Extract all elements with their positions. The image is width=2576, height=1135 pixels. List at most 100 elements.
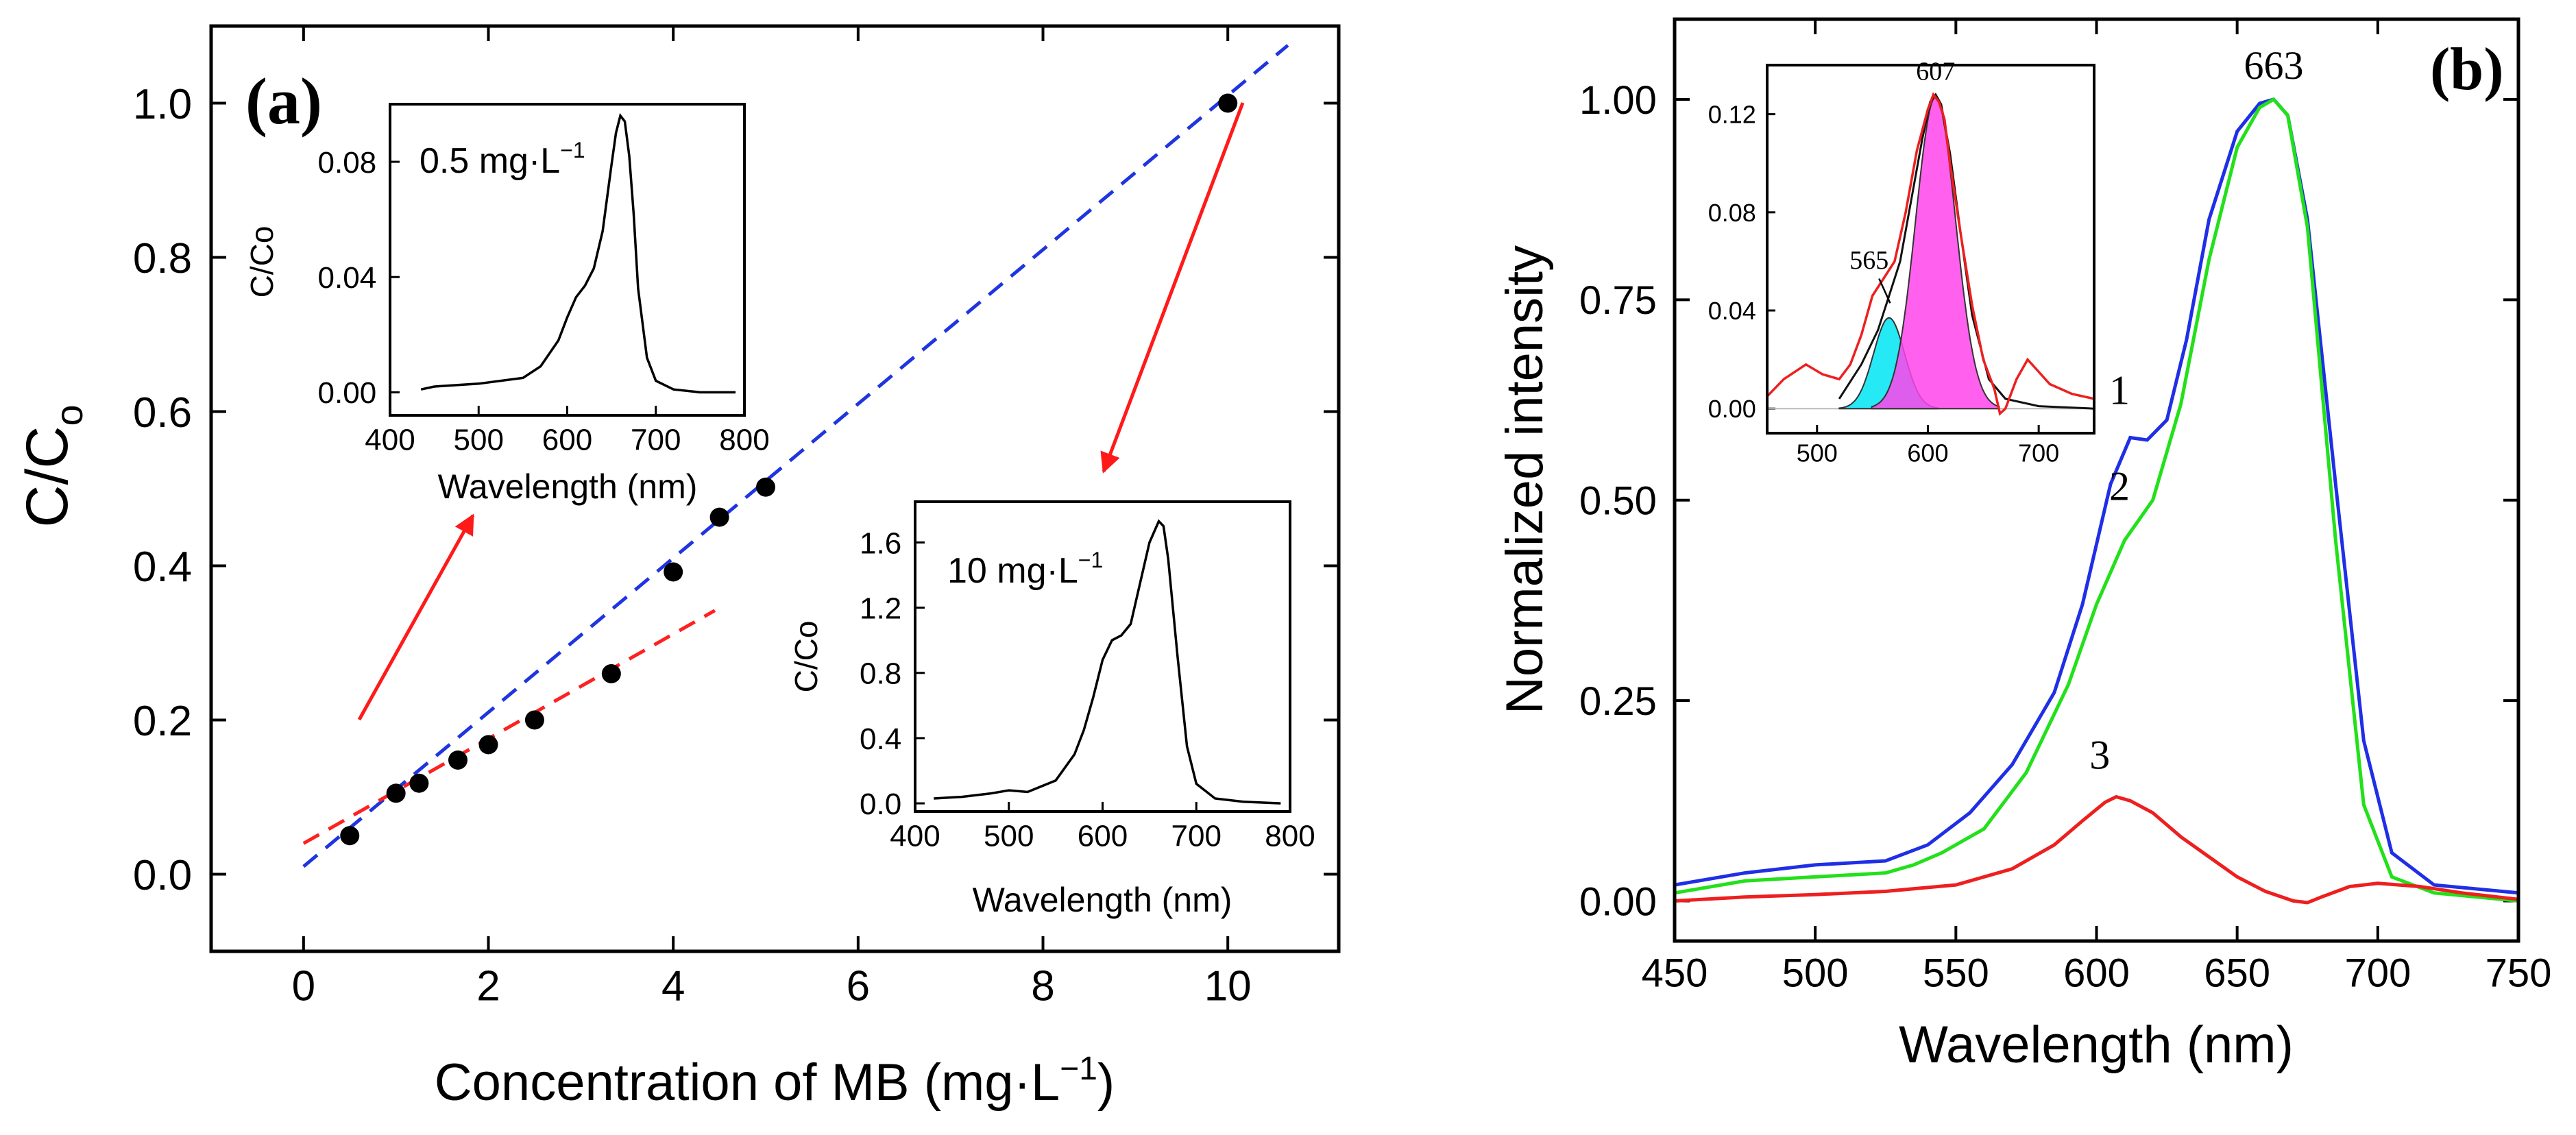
inset-b-peak-565: 565	[1849, 246, 1888, 275]
panel-b-ytick-label: 0.75	[1579, 278, 1657, 323]
inset-low-xtick-label: 500	[454, 424, 504, 457]
inset-b-ticks: 500 600 700 0.00 0.04 0.08 0.12	[1708, 101, 2094, 467]
inset-high-spectrum	[934, 519, 1281, 805]
series-label-3: 3	[2089, 733, 2110, 778]
panel-b-ytick-label: 0.00	[1579, 879, 1657, 924]
inset-high-label: 10 mg·L−1	[947, 548, 1103, 591]
inset-high-ytick-label: 0.8	[860, 657, 901, 691]
inset-b-xtick-label: 700	[2018, 439, 2059, 467]
inset-low-ytick-label: 0.04	[318, 261, 377, 295]
data-point	[478, 735, 498, 755]
inset-b-peak-607: 607	[1916, 57, 1955, 86]
inset-b-ytick-label: 0.12	[1708, 101, 1756, 129]
panel-a-ytick-label: 0.4	[133, 544, 192, 591]
inset-low-spectrum	[420, 112, 736, 394]
inset-high-xtick-label: 400	[890, 820, 940, 853]
inset-low-xtick-label: 800	[719, 424, 769, 457]
panel-b-ytick-label: 1.00	[1579, 78, 1657, 123]
panel-a-fit-lines	[302, 44, 1289, 868]
panel-a-xtick-label: 4	[661, 962, 685, 1010]
panel-a-frame	[209, 24, 1341, 953]
inset-low-xtick-label: 400	[365, 424, 415, 457]
panel-a-ytick-label: 0.2	[133, 698, 192, 745]
inset-b-deconvolution: 500 600 700 0.00 0.04 0.08 0.12 565 607	[1708, 57, 2095, 467]
data-point	[601, 664, 621, 683]
inset-low-ytick-label: 0.00	[318, 376, 377, 410]
panel-b-ytick-label: 0.25	[1579, 679, 1657, 724]
data-point	[709, 507, 729, 527]
panel-b-xtick-label: 650	[2204, 951, 2270, 996]
inset-b-red-trace	[1766, 92, 2095, 416]
inset-high-ytick-label: 1.6	[860, 526, 901, 560]
panel-a-ytick-label: 0.8	[133, 235, 192, 282]
inset-b-peak-labels: 565 607	[1849, 57, 1955, 304]
data-point	[409, 773, 429, 793]
inset-b-xtick-label: 500	[1797, 439, 1838, 467]
arrow-to-high-inset	[1100, 102, 1245, 474]
inset-low-xtick-label: 700	[631, 424, 681, 457]
panel-b-xtick-label: 450	[1642, 951, 1708, 996]
panel-b-series-labels: 1 2 3	[2089, 367, 2130, 777]
panel-a-ticks: 0 2 4 6 8 10 0.0 0.2 0.4 0.6 0.8 1.0	[133, 26, 1339, 1010]
data-point	[756, 477, 776, 497]
inset-high-ticks: 400 500 600 700 800 0.0 0.4 0.8 1.2 1.6	[860, 526, 1315, 853]
panel-b-xlabel: Wavelength (nm)	[1899, 1016, 2294, 1074]
inset-low-concentration: 400 500 600 700 800 0.00 0.04 0.08 0.5 mg·L−1 W…	[244, 103, 770, 506]
arrow-to-low-inset	[357, 513, 475, 721]
inset-low-frame	[389, 103, 746, 417]
panel-a-ytick-label: 0.0	[133, 852, 192, 899]
fit-line	[302, 609, 716, 845]
inset-low-xlabel: Wavelength (nm)	[438, 467, 698, 506]
panel-a-ytick-label: 0.6	[133, 389, 192, 437]
panel-a-points	[340, 93, 1238, 846]
data-point	[448, 750, 468, 770]
panel-b-xtick-label: 750	[2486, 951, 2552, 996]
inset-high-ytick-label: 1.2	[860, 591, 901, 625]
inset-low-xtick-label: 600	[542, 424, 592, 457]
inset-b-xtick-label: 600	[1907, 439, 1948, 467]
panel-b-frame	[1673, 17, 2520, 943]
inset-b-frame	[1766, 64, 2095, 435]
panel-a-xtick-label: 6	[847, 962, 870, 1010]
inset-high-xtick-label: 500	[984, 820, 1034, 853]
inset-high-xtick-label: 800	[1265, 820, 1315, 853]
panel-a-xtick-label: 2	[476, 962, 500, 1010]
inset-low-ylabel: C/Co	[244, 226, 280, 298]
panel-b-xtick-label: 600	[2063, 951, 2130, 996]
panel-a-xtick-label: 0	[292, 962, 315, 1010]
inset-b-ytick-label: 0.08	[1708, 199, 1756, 227]
panel-b-ticks: 450 500 550 600 650 700 750 0.00 0.25 0.50 0.75 1.0…	[1579, 19, 2551, 996]
inset-b-peak-565-pointer	[1878, 278, 1891, 304]
panel-a-ylabel: C/Co	[14, 404, 90, 527]
panel-a-xtick-label: 10	[1204, 962, 1252, 1010]
panel-b: 450 500 550 600 650 700 750 0.00 0.25 0.50 0.75 1.0…	[1496, 17, 2551, 1074]
inset-high-xtick-label: 700	[1171, 820, 1222, 853]
panel-a-ytick-label: 1.0	[133, 81, 192, 128]
data-point	[386, 783, 406, 803]
data-point	[340, 826, 360, 846]
inset-b-ytick-label: 0.00	[1708, 395, 1756, 423]
inset-high-concentration: 400 500 600 700 800 0.0 0.4 0.8 1.2 1.6 10 mg·L−1…	[788, 500, 1315, 919]
inset-high-ytick-label: 0.0	[860, 788, 901, 821]
inset-low-ytick-label: 0.08	[318, 146, 377, 180]
panel-b-xtick-label: 500	[1782, 951, 1849, 996]
panel-a: 0 2 4 6 8 10 0.0 0.2 0.4 0.6 0.8 1.0 (a) Concentrat…	[14, 24, 1341, 1112]
panel-b-xtick-label: 550	[1923, 951, 1989, 996]
inset-b-ytick-label: 0.04	[1708, 297, 1756, 325]
series-line-3	[1674, 794, 2519, 905]
series-line-2	[1674, 97, 2519, 903]
inset-low-ticks: 400 500 600 700 800 0.00 0.04 0.08	[318, 146, 770, 457]
inset-high-frame	[914, 500, 1291, 813]
panel-b-ytick-label: 0.50	[1579, 479, 1657, 524]
panel-b-label: (b)	[2430, 36, 2504, 103]
inset-high-ytick-label: 0.4	[860, 722, 901, 756]
fit-line	[302, 44, 1289, 868]
series-label-1: 1	[2109, 367, 2130, 413]
panel-a-xlabel: Concentration of MB (mg·L−1)	[435, 1051, 1115, 1112]
series-label-2: 2	[2109, 464, 2130, 509]
series-line-1	[1674, 97, 2519, 895]
inset-high-xtick-label: 600	[1078, 820, 1128, 853]
panel-b-ylabel: Normalized intensity	[1496, 245, 1554, 714]
data-point	[524, 710, 544, 730]
